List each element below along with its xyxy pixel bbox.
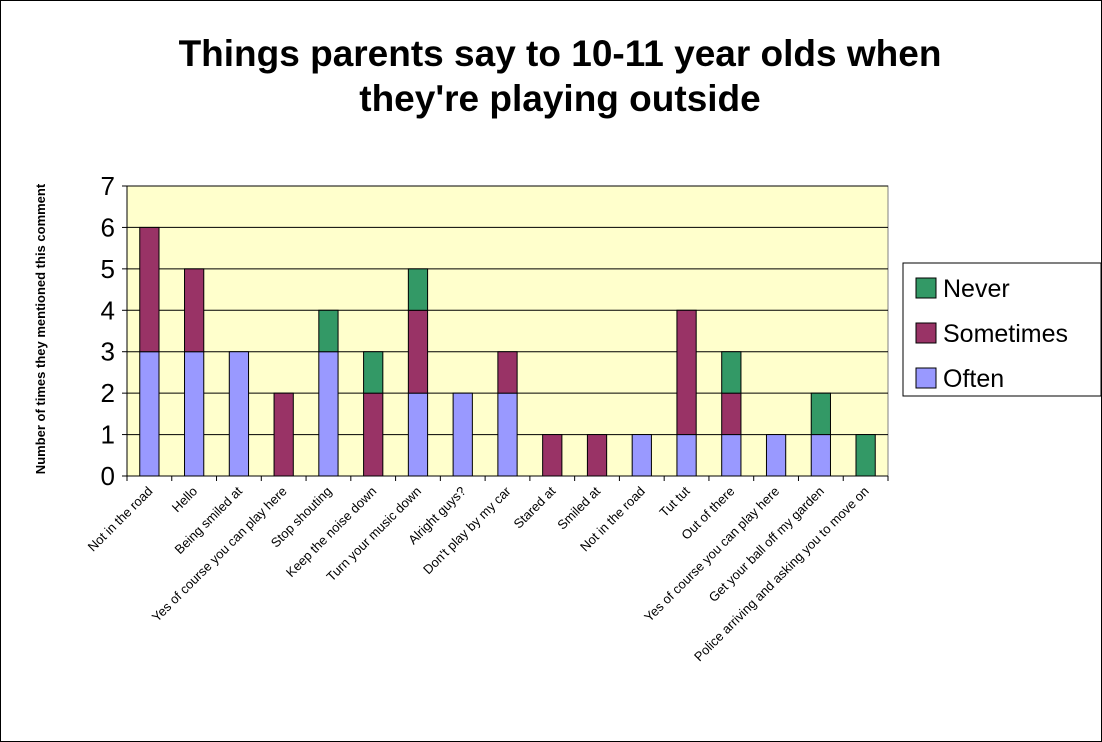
- x-tick-label-9: Stared at: [510, 483, 558, 531]
- bar-sometimes-12: [676, 309, 697, 436]
- bar-sometimes-3: [273, 392, 294, 477]
- y-tick-label-4: 4: [101, 295, 115, 325]
- y-tick-label-2: 2: [101, 378, 115, 408]
- bar-sometimes-13: [721, 392, 742, 436]
- y-tick-label-6: 6: [101, 212, 115, 242]
- bar-never-13: [721, 351, 742, 394]
- bar-often-1: [184, 351, 205, 477]
- legend: Never Sometimes Often: [902, 262, 1102, 397]
- bar-sometimes-10: [586, 434, 608, 477]
- bar-often-2: [228, 351, 250, 477]
- bar-often-15: [810, 434, 831, 477]
- bar-sometimes-6: [407, 309, 429, 394]
- chart-title-line-1: Things parents say to 10-11 year olds wh…: [179, 33, 942, 74]
- bar-sometimes-9: [542, 434, 563, 477]
- bar-often-4: [318, 351, 339, 477]
- y-tick-label-0: 0: [101, 461, 115, 491]
- bar-often-0: [139, 351, 160, 477]
- bar-group: [139, 226, 876, 477]
- bar-often-13: [721, 434, 742, 477]
- y-tick-label-3: 3: [101, 337, 115, 367]
- axes: [122, 185, 889, 481]
- bar-often-6: [407, 392, 429, 477]
- bar-never-16: [855, 434, 876, 477]
- y-tick-label-5: 5: [101, 254, 115, 284]
- bar-sometimes-1: [184, 268, 205, 353]
- bar-often-8: [497, 392, 518, 477]
- bar-often-11: [631, 434, 652, 477]
- legend-label-often: Often: [943, 365, 1004, 393]
- x-tick-label-8: Don't play by my car: [420, 483, 514, 577]
- y-tick-label-1: 1: [101, 420, 115, 450]
- bar-never-6: [407, 268, 429, 311]
- legend-label-never: Never: [943, 275, 1010, 303]
- y-tick-labels: 0 1 2 3 4 5 6 7: [101, 171, 115, 491]
- legend-swatch-sometimes: [915, 322, 937, 344]
- bar-sometimes-8: [497, 351, 518, 394]
- legend-swatch-never: [915, 277, 937, 299]
- bar-often-7: [452, 392, 473, 477]
- x-tick-label-0: Not in the road: [85, 484, 156, 555]
- legend-label-sometimes: Sometimes: [943, 320, 1068, 348]
- x-tick-label-12: Tut tut: [656, 483, 693, 520]
- bar-sometimes-0: [139, 226, 160, 353]
- y-axis-label: Number of times they mentioned this comm…: [33, 183, 48, 474]
- bar-never-5: [363, 351, 384, 394]
- bar-often-12: [676, 434, 697, 477]
- chart-title-line-2: they're playing outside: [359, 78, 761, 119]
- legend-swatch-often: [915, 367, 937, 389]
- y-tick-label-7: 7: [101, 171, 115, 201]
- bar-sometimes-5: [363, 392, 384, 477]
- bar-never-15: [810, 392, 831, 436]
- x-tick-label-1: Hello: [169, 484, 201, 516]
- bar-never-4: [318, 309, 339, 353]
- bar-often-14: [765, 434, 787, 477]
